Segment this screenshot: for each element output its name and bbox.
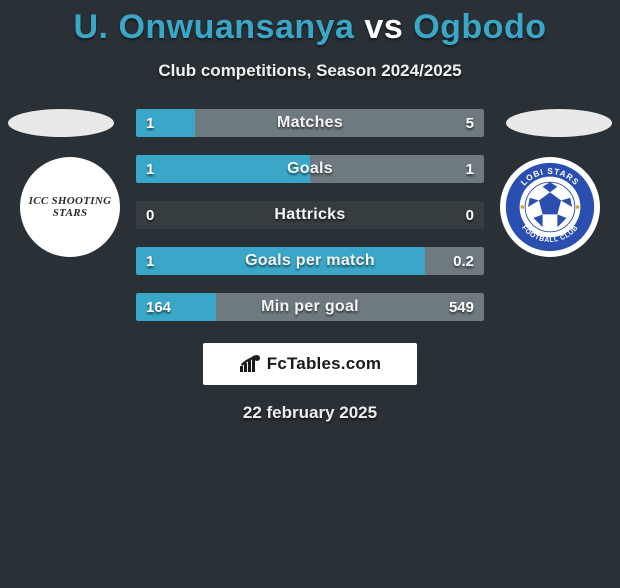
flag-placeholder-right [506,109,612,137]
club-badge-right-graphic: LOBI STARS FOOTBALL CLUB [504,161,596,253]
stat-value-left: 1 [146,155,154,183]
club-badge-left: ICC SHOOTING STARS [20,157,120,257]
attribution-icon [239,354,261,374]
stat-row: Goals1 1 [136,155,484,183]
comparison-bars: Matches15Goals11Hattricks00Goals per mat… [136,109,484,321]
stat-value-left: 1 [146,247,154,275]
stat-row: Goals per match1 0.2 [136,247,484,275]
stat-label: Goals per match [136,247,484,275]
stat-label: Goals [136,155,484,183]
player2-name: Ogbodo [413,8,546,46]
comparison-container: ICC SHOOTING STARS [0,109,620,321]
stat-value-left: 164 [146,293,171,321]
stat-value-right: 0.2 [453,247,474,275]
attribution-text: FcTables.com [267,354,382,374]
vs-text: vs [364,8,403,46]
stat-value-right: 5 [466,109,474,137]
attribution: FcTables.com [203,343,417,385]
stat-value-right: 1 [466,155,474,183]
stat-value-right: 0 [466,201,474,229]
stat-label: Matches [136,109,484,137]
flag-placeholder-left [8,109,114,137]
club-badge-left-text: ICC SHOOTING STARS [20,195,120,219]
stat-row: Min per goal164 549 [136,293,484,321]
stat-value-left: 0 [146,201,154,229]
stat-value-left: 1 [146,109,154,137]
player1-name: U. Onwuansanya [74,8,355,46]
stat-row: Matches1 5 [136,109,484,137]
subtitle: Club competitions, Season 2024/2025 [0,61,620,81]
stat-label: Min per goal [136,293,484,321]
footer-date: 22 february 2025 [0,403,620,423]
stat-row: Hattricks0 0 [136,201,484,229]
stat-value-right: 549 [449,293,474,321]
stat-label: Hattricks [136,201,484,229]
comparison-title: U. Onwuansanya vs Ogbodo [0,8,620,47]
club-badge-right: LOBI STARS FOOTBALL CLUB [500,157,600,257]
